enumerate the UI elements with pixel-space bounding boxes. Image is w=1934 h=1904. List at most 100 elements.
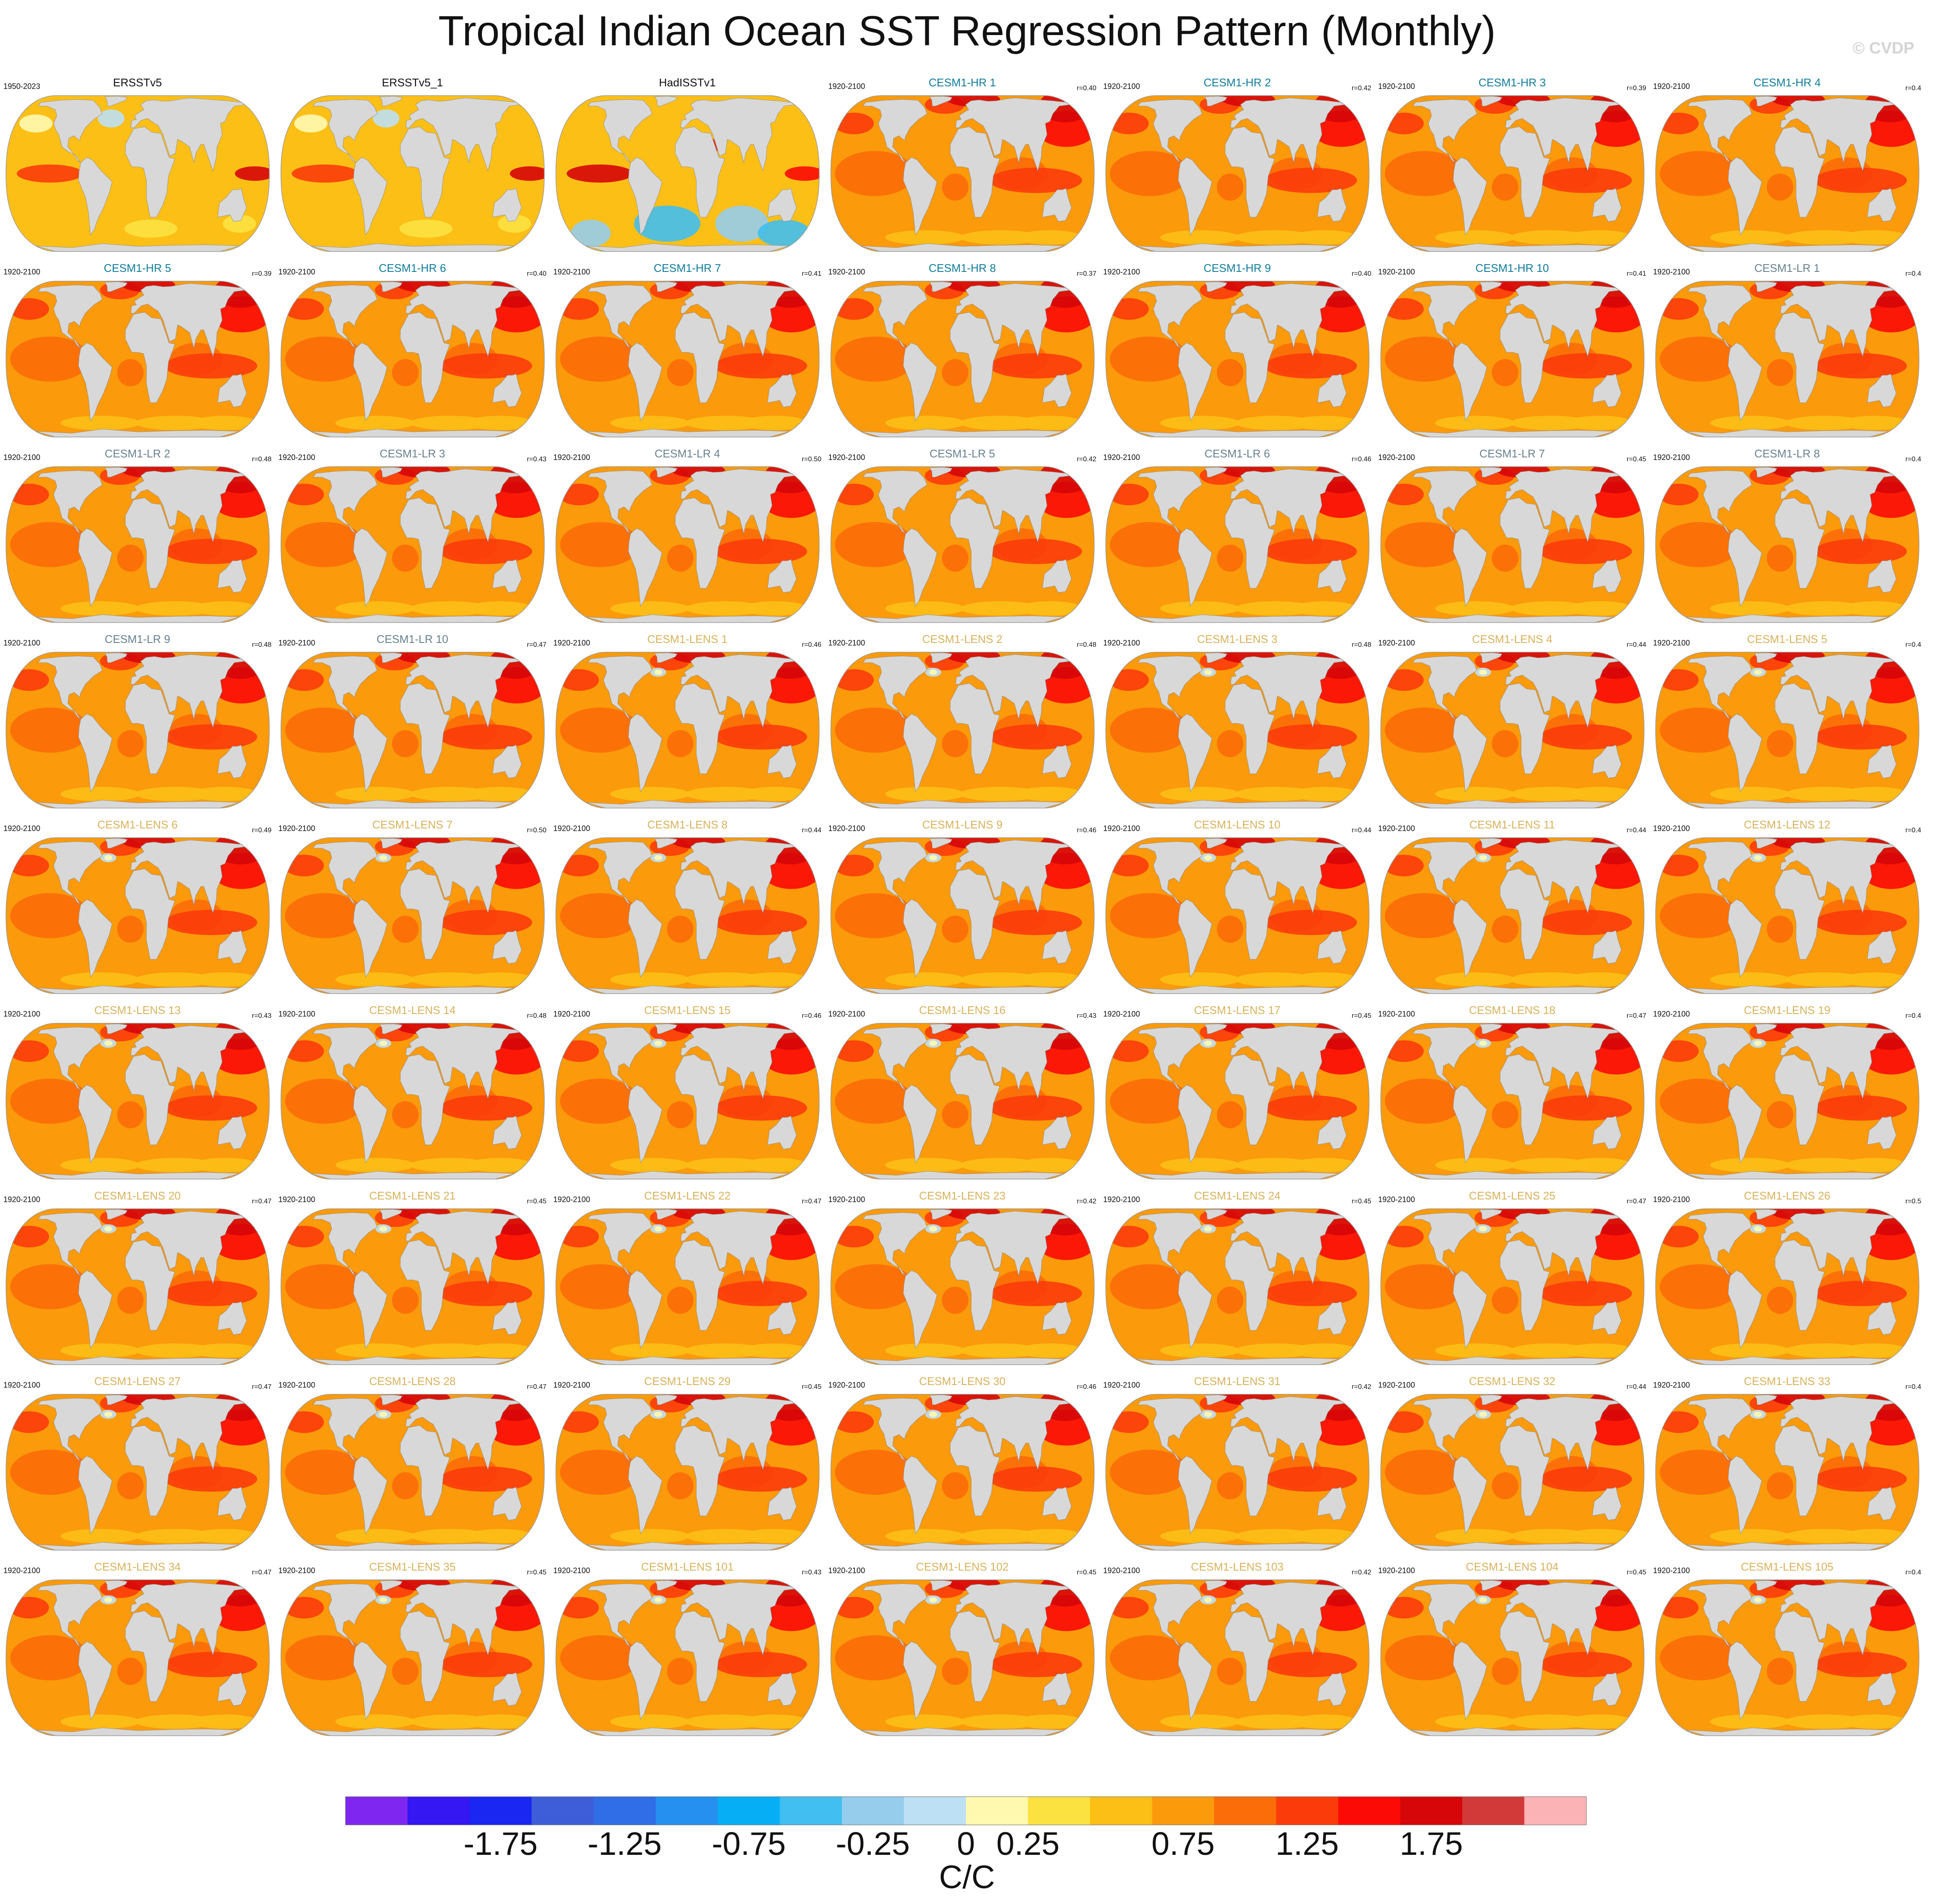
land-mass: [130, 283, 245, 357]
land-mass: [929, 838, 953, 849]
land-mass: [1687, 656, 1752, 719]
land-mass: [1410, 243, 1615, 252]
sst-anomaly-patch: [942, 1658, 968, 1685]
sst-anomaly-patch: [1110, 336, 1190, 382]
land-mass: [862, 285, 927, 348]
land-mass: [955, 469, 1070, 542]
map-border: [1655, 1023, 1919, 1180]
land-mass: [1042, 930, 1072, 964]
land-mass: [1230, 283, 1345, 357]
panel-title: ERSSTv5: [113, 76, 162, 89]
land-mass: [1317, 1487, 1347, 1521]
land-mass: [104, 467, 128, 477]
world-map: [1105, 1394, 1370, 1551]
land-mass: [1317, 559, 1347, 593]
colorbar-swatch: [1400, 1797, 1463, 1825]
land-mass: [1780, 1582, 1895, 1656]
land-mass: [929, 1394, 953, 1405]
map-border: [830, 1208, 1095, 1365]
panel-title: CESM1-LR 5: [929, 447, 995, 460]
world-map: [555, 1023, 820, 1180]
map-panel: CESM1-LR 2 1920-2100 r=0.48: [0, 445, 275, 628]
land-mass: [860, 800, 1065, 808]
sst-anomaly-patch: [885, 1714, 965, 1729]
sst-anomaly-patch: [379, 1040, 387, 1046]
land-mass: [104, 96, 128, 106]
land-mass: [1867, 745, 1897, 778]
land-mass: [1204, 652, 1228, 663]
land-mass: [78, 157, 112, 236]
sst-anomaly-patch: [164, 1652, 257, 1677]
land-mass: [492, 745, 522, 778]
panel-title: CESM1-LENS 2: [922, 633, 1003, 645]
land-mass: [1317, 374, 1347, 407]
sst-anomaly-patch: [1842, 972, 1908, 987]
land-mass: [35, 1356, 240, 1365]
panel-pattern-correlation: r=0.41: [1627, 270, 1646, 277]
world-map: [1105, 280, 1370, 438]
sst-anomaly-patch: [1785, 601, 1865, 616]
panel-title: CESM1-LENS 4: [1472, 633, 1553, 645]
land-mass: [492, 188, 522, 222]
colorbar-swatch: [469, 1797, 532, 1825]
sst-anomaly-patch: [942, 359, 968, 386]
map-panel: CESM1-LENS 7 1920-2100 r=0.50: [275, 816, 550, 999]
panel-years: 1920-2100: [278, 639, 316, 647]
sst-anomaly-patch: [1766, 174, 1793, 201]
land-mass: [38, 1027, 103, 1091]
map-border: [1655, 1208, 1919, 1365]
land-mass: [628, 528, 662, 607]
land-mass: [903, 899, 937, 978]
land-mass: [217, 374, 247, 407]
land-mass: [767, 1487, 797, 1521]
panel-pattern-correlation: r=0.4: [1905, 1012, 1921, 1020]
land-mass: [680, 1396, 795, 1470]
panel-title: CESM1-LENS 34: [94, 1560, 181, 1573]
map-border: [1105, 651, 1370, 809]
map-border: [6, 1208, 270, 1365]
sst-anomaly-patch: [1110, 1635, 1190, 1680]
land-mass: [379, 1023, 403, 1034]
land-mass: [1225, 1239, 1275, 1331]
map-border: [1380, 1023, 1645, 1180]
world-map: [830, 466, 1095, 623]
land-mass: [217, 930, 247, 964]
land-mass: [903, 342, 937, 421]
land-mass: [1204, 1394, 1228, 1405]
map-border: [1655, 466, 1919, 623]
sst-anomaly-patch: [1659, 893, 1739, 938]
map-panel: CESM1-LENS 27 1920-2100 r=0.47: [0, 1372, 275, 1556]
land-mass: [1317, 1672, 1347, 1706]
colorbar-swatch: [1090, 1797, 1152, 1825]
world-map: [555, 1579, 820, 1736]
map-panel: CESM1-HR 4 1920-2100 r=0.4: [1650, 74, 1925, 257]
panel-pattern-correlation: r=0.5: [1905, 1198, 1921, 1205]
sst-anomaly-patch: [117, 730, 144, 757]
land-mass: [675, 1239, 725, 1331]
panel-pattern-correlation: r=0.48: [1077, 641, 1096, 648]
sst-anomaly-patch: [1766, 359, 1793, 386]
panel-title: CESM1-LR 10: [376, 633, 449, 645]
land-mass: [1500, 868, 1550, 960]
map-border: [1655, 95, 1919, 252]
sst-anomaly-patch: [835, 1450, 915, 1495]
sst-anomaly-patch: [450, 189, 490, 211]
land-mass: [1135, 800, 1340, 808]
world-map: [1655, 466, 1919, 623]
world-map: [1380, 1394, 1645, 1551]
sst-anomaly-patch: [1264, 1281, 1357, 1306]
land-mass: [1592, 1672, 1622, 1706]
sst-anomaly-patch: [1264, 353, 1357, 379]
sst-anomaly-patch: [1510, 1343, 1590, 1358]
sst-anomaly-patch: [714, 1466, 807, 1492]
land-mass: [1754, 838, 1778, 849]
sst-anomaly-patch: [1754, 1226, 1762, 1232]
land-mass: [1479, 281, 1503, 292]
sst-anomaly-patch: [439, 539, 532, 564]
sst-anomaly-patch: [410, 601, 490, 616]
map-panel: CESM1-LENS 16 1920-2100 r=0.43: [825, 1001, 1100, 1185]
map-border: [1105, 466, 1370, 623]
map-panel: CESM1-LENS 35 1920-2100 r=0.45: [275, 1558, 550, 1742]
land-mass: [1685, 1542, 1890, 1550]
map-panel: CESM1-LENS 12 1920-2100 r=0.4: [1650, 816, 1925, 999]
